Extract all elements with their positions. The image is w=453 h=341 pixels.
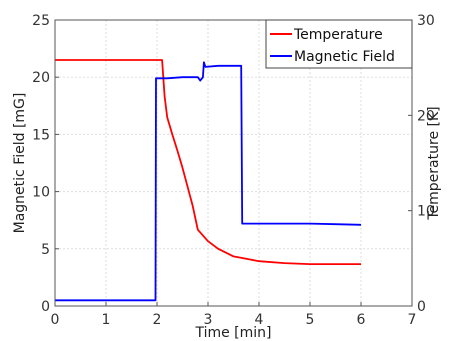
- tick-label-x: 1: [102, 312, 111, 328]
- tick-label-y-right: 20: [417, 108, 435, 124]
- tick-label-x: 4: [255, 312, 264, 328]
- tick-label-y-left: 25: [32, 13, 50, 29]
- tick-label-x: 7: [408, 312, 417, 328]
- tick-label-x: 6: [357, 312, 366, 328]
- tick-label-y-right: 0: [417, 299, 426, 315]
- tick-label-y-left: 10: [32, 185, 50, 201]
- tick-label-x: 3: [204, 312, 213, 328]
- plot-frame: [54, 19, 413, 307]
- tick-label-y-right: 10: [417, 204, 435, 220]
- tick-label-y-left: 15: [32, 127, 50, 143]
- legend-box: [265, 19, 413, 69]
- tick-label-y-left: 5: [41, 242, 50, 258]
- tick-label-x: 2: [153, 312, 162, 328]
- y-axis-left-title: Magnetic Field [mG]: [12, 93, 28, 234]
- y-axis-right-title: Temperature [K]: [426, 106, 442, 220]
- tick-label-y-left: 0: [41, 299, 50, 315]
- x-axis-title: Time [min]: [194, 325, 271, 341]
- tick-label-y-left: 20: [32, 70, 50, 86]
- series-layer: [55, 59, 362, 302]
- series-line-magnetic-field: [55, 61, 362, 302]
- tick-label-y-right: 30: [417, 13, 435, 29]
- legend: Temperature Magnetic Field: [265, 19, 413, 69]
- series-line-temperature: [55, 59, 361, 266]
- tick-label-x: 0: [51, 312, 60, 328]
- tick-label-x: 5: [306, 312, 315, 328]
- legend-label-temperature: Temperature: [293, 27, 383, 43]
- legend-label-magnetic-field: Magnetic Field: [294, 49, 395, 65]
